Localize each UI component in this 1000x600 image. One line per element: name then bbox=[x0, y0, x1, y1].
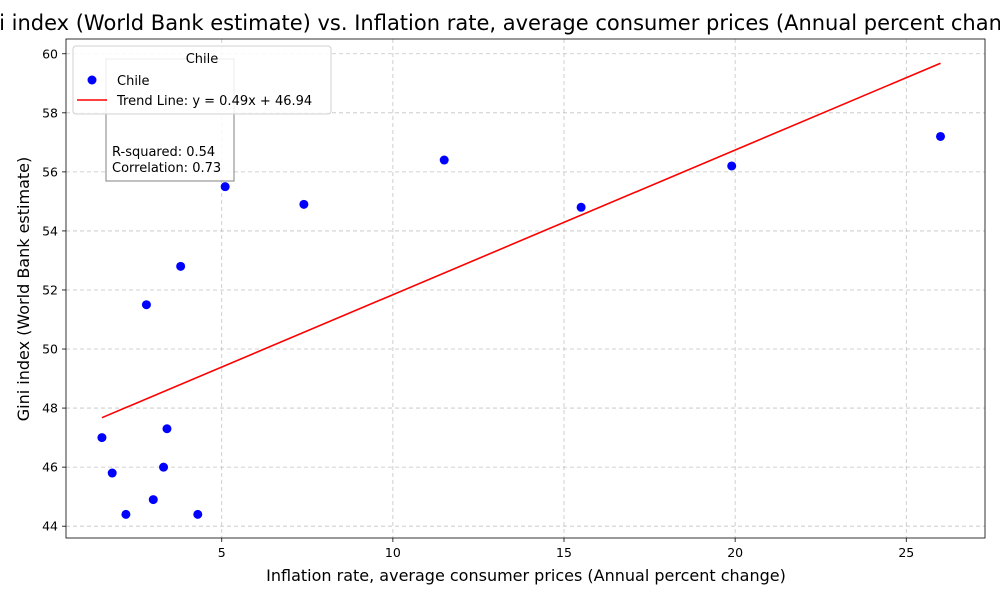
y-tick-label: 58 bbox=[42, 105, 58, 120]
data-point bbox=[97, 433, 107, 443]
axis-ticks: 5 10 15 20 25 44 46 48 50 52 54 56 58 60 bbox=[42, 46, 914, 560]
data-point bbox=[193, 509, 203, 519]
legend-label-trend-line: Trend Line: y = 0.49x + 46.94 bbox=[116, 94, 312, 109]
y-tick-label: 56 bbox=[42, 164, 58, 179]
data-point bbox=[439, 155, 449, 165]
data-point bbox=[299, 199, 309, 209]
y-tick-label: 48 bbox=[42, 401, 58, 416]
trend-line bbox=[101, 62, 941, 419]
legend-title: Chile bbox=[186, 52, 219, 67]
y-tick-label: 60 bbox=[42, 46, 58, 61]
y-tick-label: 46 bbox=[42, 460, 58, 475]
data-point bbox=[576, 202, 586, 212]
data-point bbox=[141, 300, 151, 310]
x-tick-label: 25 bbox=[898, 545, 914, 560]
trend-line-layer bbox=[101, 62, 941, 419]
data-points bbox=[97, 131, 946, 519]
grid bbox=[66, 39, 985, 538]
legend-marker-chile bbox=[87, 75, 97, 85]
legend: Chile Chile Trend Line: y = 0.49x + 46.9… bbox=[72, 45, 332, 115]
plot-area-frame bbox=[65, 38, 986, 539]
legend-frame bbox=[72, 45, 332, 115]
legend-label-chile: Chile bbox=[117, 74, 150, 89]
data-point bbox=[936, 131, 946, 141]
y-tick-label: 50 bbox=[42, 342, 58, 357]
y-tick-label: 52 bbox=[42, 282, 58, 297]
data-point bbox=[121, 509, 131, 519]
data-point bbox=[148, 495, 158, 505]
data-point bbox=[220, 182, 230, 192]
y-tick-label: 44 bbox=[42, 519, 58, 534]
r-squared-text: R-squared: 0.54 bbox=[112, 145, 215, 160]
x-tick-label: 10 bbox=[385, 545, 401, 560]
data-point bbox=[176, 261, 186, 271]
y-axis-label: Gini index (World Bank estimate) bbox=[14, 157, 33, 421]
x-tick-label: 20 bbox=[727, 545, 743, 560]
data-point bbox=[107, 468, 117, 478]
data-point bbox=[162, 424, 172, 434]
chart-title: Gini index (World Bank estimate) vs. Inf… bbox=[0, 11, 1000, 35]
data-point bbox=[727, 161, 737, 171]
data-point bbox=[159, 462, 169, 472]
x-tick-label: 15 bbox=[556, 545, 572, 560]
y-tick-label: 54 bbox=[42, 223, 58, 238]
x-tick-label: 5 bbox=[218, 545, 226, 560]
correlation-text: Correlation: 0.73 bbox=[112, 161, 221, 176]
x-axis-label: Inflation rate, average consumer prices … bbox=[266, 566, 786, 585]
